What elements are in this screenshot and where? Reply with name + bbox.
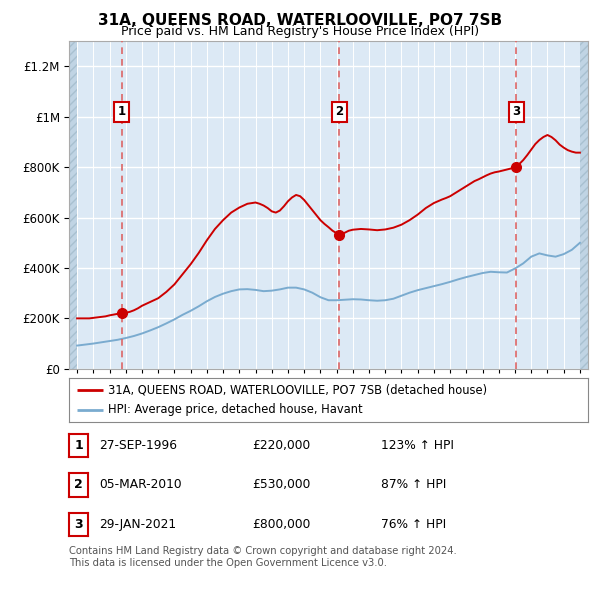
Text: 123% ↑ HPI: 123% ↑ HPI — [381, 439, 454, 452]
Text: This data is licensed under the Open Government Licence v3.0.: This data is licensed under the Open Gov… — [69, 558, 387, 568]
Text: £530,000: £530,000 — [252, 478, 310, 491]
Text: 05-MAR-2010: 05-MAR-2010 — [99, 478, 182, 491]
Text: 31A, QUEENS ROAD, WATERLOOVILLE, PO7 7SB: 31A, QUEENS ROAD, WATERLOOVILLE, PO7 7SB — [98, 13, 502, 28]
Bar — [69, 41, 77, 369]
Text: 27-SEP-1996: 27-SEP-1996 — [99, 439, 177, 452]
Text: 2: 2 — [74, 478, 83, 491]
Text: 3: 3 — [74, 518, 83, 531]
Bar — [580, 41, 588, 369]
Text: Price paid vs. HM Land Registry's House Price Index (HPI): Price paid vs. HM Land Registry's House … — [121, 25, 479, 38]
Text: 31A, QUEENS ROAD, WATERLOOVILLE, PO7 7SB (detached house): 31A, QUEENS ROAD, WATERLOOVILLE, PO7 7SB… — [108, 383, 487, 396]
Text: 2: 2 — [335, 106, 343, 119]
Text: 76% ↑ HPI: 76% ↑ HPI — [381, 518, 446, 531]
Text: 1: 1 — [118, 106, 125, 119]
Text: £220,000: £220,000 — [252, 439, 310, 452]
Text: HPI: Average price, detached house, Havant: HPI: Average price, detached house, Hava… — [108, 404, 362, 417]
Text: 29-JAN-2021: 29-JAN-2021 — [99, 518, 176, 531]
Text: £800,000: £800,000 — [252, 518, 310, 531]
Text: 1: 1 — [74, 439, 83, 452]
Text: 87% ↑ HPI: 87% ↑ HPI — [381, 478, 446, 491]
Text: 3: 3 — [512, 106, 520, 119]
Text: Contains HM Land Registry data © Crown copyright and database right 2024.: Contains HM Land Registry data © Crown c… — [69, 546, 457, 556]
